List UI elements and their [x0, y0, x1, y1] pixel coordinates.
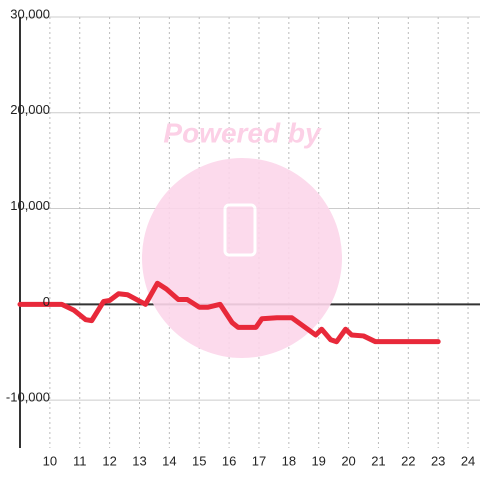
- x-tick-label: 15: [192, 453, 206, 468]
- x-tick-label: 24: [461, 453, 475, 468]
- y-tick-label: 20,000: [10, 102, 50, 117]
- y-tick-label: 0: [43, 294, 50, 309]
- x-tick-label: 20: [341, 453, 355, 468]
- watermark-icon: [223, 203, 257, 257]
- y-tick-label: 30,000: [10, 6, 50, 21]
- x-tick-label: 19: [311, 453, 325, 468]
- y-tick-label: 10,000: [10, 198, 50, 213]
- line: [17, 280, 441, 345]
- watermark-text: Powered by: [163, 117, 322, 148]
- x-tick-label: 18: [282, 453, 296, 468]
- x-tick-label: 21: [371, 453, 385, 468]
- x-tick-label: 11: [73, 453, 87, 468]
- y-tick-label: -10,000: [6, 390, 50, 405]
- watermark-logo: [142, 158, 342, 358]
- x-tick-label: 10: [43, 453, 57, 468]
- plot: [17, 280, 441, 345]
- x-tick-label: 22: [401, 453, 415, 468]
- x-tick-label: 12: [102, 453, 116, 468]
- x-tick-label: 16: [222, 453, 236, 468]
- x-tick-label: 23: [431, 453, 445, 468]
- x-tick-label: 17: [252, 453, 266, 468]
- x-tick-label: 14: [162, 453, 176, 468]
- x-tick-label: 13: [132, 453, 146, 468]
- watermark-circle: [142, 158, 342, 358]
